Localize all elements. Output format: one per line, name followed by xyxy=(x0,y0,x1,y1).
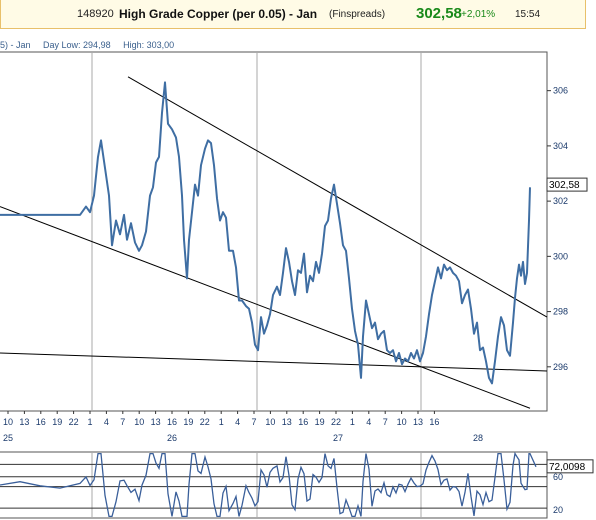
x-day-label: 27 xyxy=(333,433,343,443)
x-tick-label: 10 xyxy=(397,417,407,427)
x-tick-label: 19 xyxy=(315,417,325,427)
x-tick-label: 16 xyxy=(167,417,177,427)
x-tick-label: 19 xyxy=(52,417,62,427)
x-tick-label: 7 xyxy=(120,417,125,427)
last-price: 302,58 xyxy=(416,5,462,22)
x-tick-label: 7 xyxy=(251,417,256,427)
x-tick-label: 1 xyxy=(350,417,355,427)
day-high: High: 303,00 xyxy=(123,40,175,50)
main-plot-frame xyxy=(0,51,548,412)
x-tick-label: 13 xyxy=(282,417,292,427)
x-tick-label: 7 xyxy=(383,417,388,427)
x-tick-label: 4 xyxy=(235,417,240,427)
y-tick-label: 298 xyxy=(553,307,568,317)
y-tick-label: 304 xyxy=(553,141,568,151)
x-tick-label: 1 xyxy=(87,417,92,427)
x-tick-label: 22 xyxy=(69,417,79,427)
x-tick-label: 16 xyxy=(36,417,46,427)
indicator-y-tick-label: 60 xyxy=(553,472,563,482)
trendline xyxy=(127,76,548,318)
x-tick-label: 10 xyxy=(134,417,144,427)
x-tick-label: 19 xyxy=(183,417,193,427)
x-tick-label: 16 xyxy=(298,417,308,427)
title-bar: 148920 High Grade Copper (per 0.05) - Ja… xyxy=(0,0,586,29)
y-tick-label: 306 xyxy=(553,86,568,96)
indicator-last-value-label: 72,0098 xyxy=(549,462,586,473)
day-low: Day Low: 294,98 xyxy=(43,40,111,50)
series-label: 5) - Jan xyxy=(0,40,31,50)
x-tick-label: 10 xyxy=(265,417,275,427)
trendline xyxy=(0,206,531,409)
quote-time: 15:54 xyxy=(515,9,541,20)
indicator-plot-frame xyxy=(0,451,548,519)
x-day-label: 26 xyxy=(167,433,177,443)
y-tick-label: 300 xyxy=(553,251,568,261)
x-tick-label: 13 xyxy=(19,417,29,427)
instrument-name: High Grade Copper (per 0.05) - Jan xyxy=(119,7,318,21)
x-tick-label: 1 xyxy=(219,417,224,427)
broker-name: (Finspreads) xyxy=(329,9,386,20)
x-day-label: 25 xyxy=(3,433,13,443)
y-tick-label: 302 xyxy=(553,196,568,206)
x-tick-label: 13 xyxy=(413,417,423,427)
indicator-series-line xyxy=(0,451,537,518)
x-tick-label: 22 xyxy=(331,417,341,427)
indicator-last-value-box xyxy=(546,459,594,474)
x-tick-label: 22 xyxy=(200,417,210,427)
price-series-line xyxy=(0,81,531,385)
last-price-label: 302,58 xyxy=(549,180,580,191)
chart-info-bar: 5) - Jan Day Low: 294,98 High: 303,00 xyxy=(0,40,184,50)
y-tick-label: 296 xyxy=(553,362,568,372)
trendline xyxy=(0,352,548,372)
ticker-code: 148920 xyxy=(77,8,114,20)
indicator-y-tick-label: 20 xyxy=(553,505,563,515)
last-price-box xyxy=(546,177,588,192)
x-day-label: 28 xyxy=(473,433,483,443)
price-change: +2,01% xyxy=(461,9,496,20)
x-tick-label: 4 xyxy=(366,417,371,427)
x-tick-label: 13 xyxy=(151,417,161,427)
x-tick-label: 4 xyxy=(104,417,109,427)
x-tick-label: 16 xyxy=(429,417,439,427)
x-tick-label: 10 xyxy=(3,417,13,427)
